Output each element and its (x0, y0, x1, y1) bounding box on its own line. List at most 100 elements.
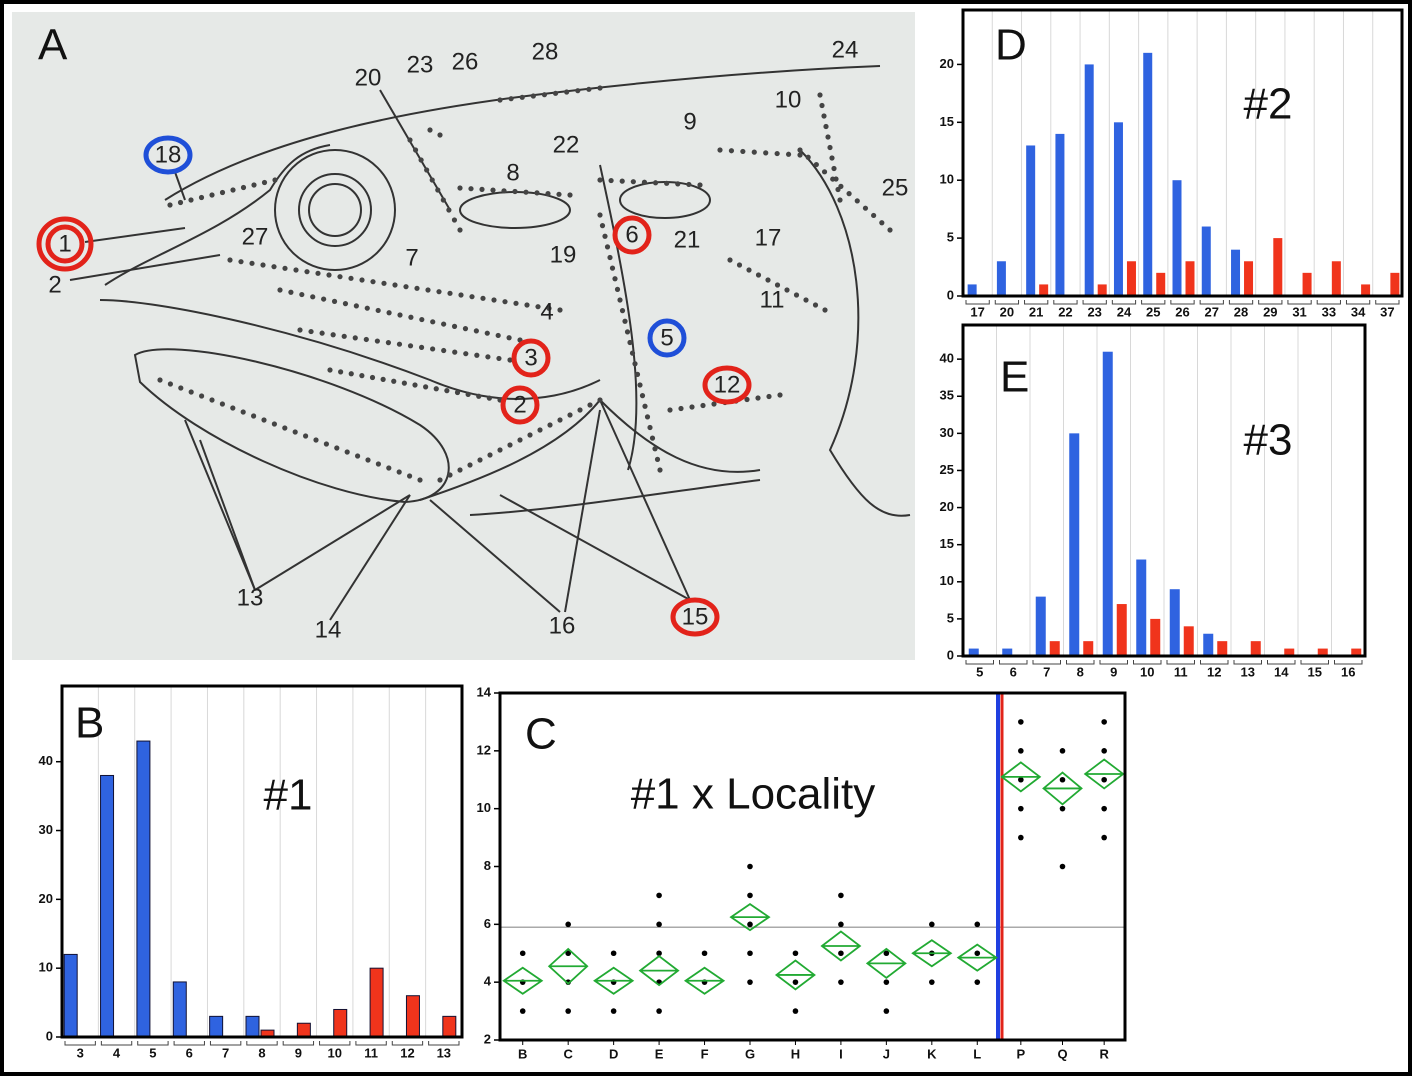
x-tick-label: E (655, 1046, 664, 1061)
y-tick-label: 14 (477, 684, 492, 699)
bar (1116, 604, 1127, 656)
x-tick-label: F (701, 1046, 709, 1061)
pore (827, 144, 833, 151)
plot-frame (961, 8, 1404, 298)
plot-frame (963, 10, 1402, 296)
category-bracket (1082, 300, 1107, 305)
bar (136, 740, 151, 1038)
pore (381, 280, 387, 286)
pore (323, 441, 329, 447)
mean-diamond (1083, 758, 1125, 790)
y-tick-label: 35 (940, 388, 954, 403)
pore (473, 328, 479, 334)
data-point (1101, 776, 1107, 783)
pore (282, 425, 288, 431)
annotation-ring (36, 216, 94, 272)
pore (407, 137, 413, 143)
pore (535, 304, 541, 310)
data-point (1018, 776, 1024, 783)
data-point (747, 950, 753, 957)
pore (457, 227, 463, 233)
category-bracket (1166, 660, 1195, 665)
annotation-label: 21 (674, 226, 701, 253)
category-bracket (1300, 660, 1329, 665)
category-bracket (1233, 660, 1262, 665)
pore (763, 150, 769, 156)
x-tick-label: R (1099, 1046, 1109, 1061)
x-tick-label: 8 (1077, 664, 1084, 679)
category-bracket (1024, 300, 1049, 305)
pore (523, 189, 529, 195)
pore (837, 197, 843, 203)
annotation-ring (702, 365, 752, 405)
x-tick-label: K (927, 1046, 937, 1061)
annotation-ring (647, 318, 687, 358)
bar (1035, 596, 1046, 656)
pore (261, 417, 267, 423)
pore (833, 176, 839, 182)
pore (862, 205, 869, 211)
panel-label: A (38, 21, 68, 70)
chart-title: #2 (1244, 80, 1293, 129)
pore (524, 302, 530, 308)
pore (424, 167, 430, 173)
pore (407, 343, 414, 349)
pore (491, 297, 497, 303)
pore (397, 312, 403, 318)
pore (490, 187, 496, 193)
mean-diamond (1000, 761, 1042, 793)
bar (333, 1008, 348, 1038)
bar (1169, 589, 1180, 656)
pore (546, 305, 552, 311)
bar (1250, 641, 1261, 656)
pore (751, 149, 757, 155)
pore (337, 274, 343, 280)
y-tick-label: 10 (940, 573, 954, 588)
x-tick-label: 17 (970, 304, 984, 319)
pore (238, 259, 244, 265)
bar (1172, 180, 1182, 296)
pore (423, 384, 429, 390)
pore (887, 227, 893, 233)
pore (209, 397, 215, 403)
y-tick-label: 20 (940, 499, 954, 514)
pore (310, 294, 316, 300)
pore (385, 340, 392, 346)
bar (1273, 238, 1283, 296)
pore (331, 298, 338, 304)
y-tick-label: 5 (947, 230, 954, 245)
annotation-label: 7 (405, 244, 418, 271)
pore (622, 318, 628, 324)
pore (667, 407, 673, 413)
pore (755, 395, 761, 401)
data-point (929, 979, 935, 985)
x-tick-label: 7 (1043, 664, 1050, 679)
bar (1026, 145, 1036, 296)
pore (352, 335, 358, 341)
pore (517, 437, 523, 443)
plot-frame (961, 323, 1367, 658)
annotation-label: 13 (237, 584, 264, 611)
pore (689, 404, 695, 410)
category-bracket (965, 300, 990, 305)
chart-title: #1 (264, 771, 313, 820)
pore (642, 403, 648, 409)
pore (512, 188, 518, 195)
x-tick-label: 22 (1058, 304, 1072, 319)
bar (1136, 559, 1147, 656)
pore (541, 92, 548, 98)
bar (1002, 648, 1013, 656)
pore (647, 424, 653, 431)
x-tick-label: 12 (1207, 664, 1221, 679)
x-tick-label: 33 (1322, 304, 1336, 319)
y-tick-label: 4 (484, 974, 492, 989)
category-bracket (1133, 660, 1162, 665)
x-tick-label: 13 (437, 1045, 451, 1060)
annotation-ring (500, 385, 540, 425)
pore (567, 192, 573, 198)
pore (457, 185, 463, 191)
pore (534, 190, 540, 196)
x-tick-label: 37 (1380, 304, 1394, 319)
mean-diamond (911, 939, 953, 968)
pore (805, 154, 811, 160)
